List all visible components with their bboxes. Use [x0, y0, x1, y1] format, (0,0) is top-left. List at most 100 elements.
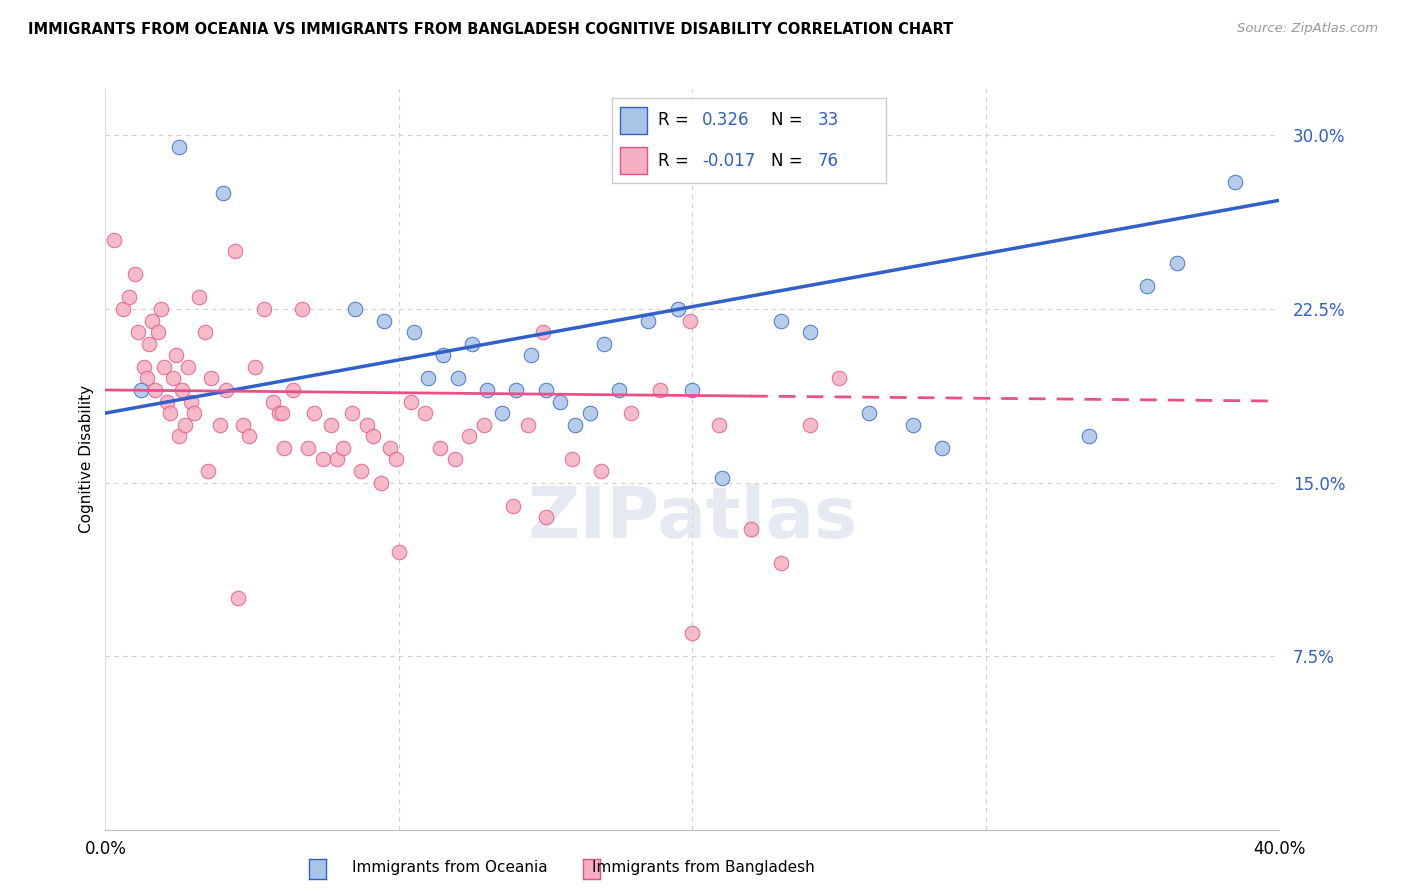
Point: [232, 417, 254, 432]
Point: [531, 325, 554, 339]
Point: [143, 383, 166, 397]
Point: [173, 417, 195, 432]
Point: [461, 336, 484, 351]
Point: [194, 325, 217, 339]
Point: [167, 429, 190, 443]
Point: [148, 325, 170, 339]
Point: [332, 441, 354, 455]
Point: [283, 383, 305, 397]
Point: [208, 417, 231, 432]
Point: [183, 406, 205, 420]
Point: [350, 464, 373, 478]
Point: [273, 441, 295, 455]
Point: [226, 591, 249, 606]
Point: [502, 499, 524, 513]
Point: [165, 348, 187, 362]
Point: [607, 383, 630, 397]
Point: [593, 336, 616, 351]
Point: [129, 383, 152, 397]
Point: [799, 417, 821, 432]
Point: [311, 452, 333, 467]
Point: [637, 313, 659, 327]
Point: [415, 406, 437, 420]
Point: [429, 441, 451, 455]
Point: [197, 464, 219, 478]
Point: [326, 452, 349, 467]
Point: [297, 441, 319, 455]
Point: [243, 359, 266, 374]
Point: [769, 557, 792, 571]
Point: [447, 371, 470, 385]
Point: [1166, 256, 1188, 270]
Point: [828, 371, 851, 385]
Point: [150, 301, 173, 316]
Point: [1225, 175, 1247, 189]
Point: [373, 313, 395, 327]
Point: [356, 417, 378, 432]
Point: [534, 383, 557, 397]
Point: [564, 417, 586, 432]
Text: N =: N =: [770, 112, 807, 129]
Point: [388, 545, 411, 559]
Point: [103, 233, 125, 247]
Point: [340, 406, 363, 420]
Point: [707, 417, 730, 432]
Point: [561, 452, 583, 467]
Point: [550, 394, 572, 409]
Text: 0.326: 0.326: [702, 112, 749, 129]
Text: Immigrants from Oceania: Immigrants from Oceania: [352, 860, 548, 874]
Point: [127, 325, 149, 339]
Text: -0.017: -0.017: [702, 152, 755, 169]
Point: [270, 406, 292, 420]
Point: [620, 406, 643, 420]
Point: [517, 417, 540, 432]
Point: [385, 452, 408, 467]
Point: [211, 186, 233, 201]
Point: [1077, 429, 1099, 443]
Point: [1136, 278, 1159, 293]
Point: [370, 475, 392, 490]
Point: [591, 464, 613, 478]
FancyBboxPatch shape: [620, 147, 647, 175]
Point: [343, 301, 366, 316]
FancyBboxPatch shape: [620, 107, 647, 134]
Point: [666, 301, 689, 316]
Point: [678, 313, 700, 327]
Point: [253, 301, 276, 316]
Point: [224, 244, 246, 259]
Point: [578, 406, 600, 420]
Point: [302, 406, 325, 420]
Point: [112, 301, 135, 316]
Point: [153, 359, 176, 374]
Point: [180, 394, 202, 409]
Point: [215, 383, 238, 397]
Text: 33: 33: [817, 112, 838, 129]
Y-axis label: Cognitive Disability: Cognitive Disability: [79, 385, 94, 533]
Text: R =: R =: [658, 112, 695, 129]
Point: [402, 325, 425, 339]
Point: [124, 268, 146, 282]
Point: [458, 429, 481, 443]
Text: Source: ZipAtlas.com: Source: ZipAtlas.com: [1237, 22, 1378, 36]
Point: [267, 406, 290, 420]
Point: [769, 313, 792, 327]
Point: [472, 417, 495, 432]
Point: [799, 325, 821, 339]
Point: [378, 441, 401, 455]
Point: [321, 417, 343, 432]
Point: [132, 359, 155, 374]
Point: [740, 522, 762, 536]
Text: R =: R =: [658, 152, 695, 169]
Point: [432, 348, 454, 362]
Point: [159, 406, 181, 420]
Text: 76: 76: [817, 152, 838, 169]
Point: [682, 626, 704, 640]
Point: [176, 359, 198, 374]
Point: [170, 383, 193, 397]
Point: [200, 371, 222, 385]
Point: [682, 383, 704, 397]
Point: [901, 417, 924, 432]
Point: [361, 429, 384, 443]
Point: [534, 510, 557, 524]
Point: [418, 371, 440, 385]
